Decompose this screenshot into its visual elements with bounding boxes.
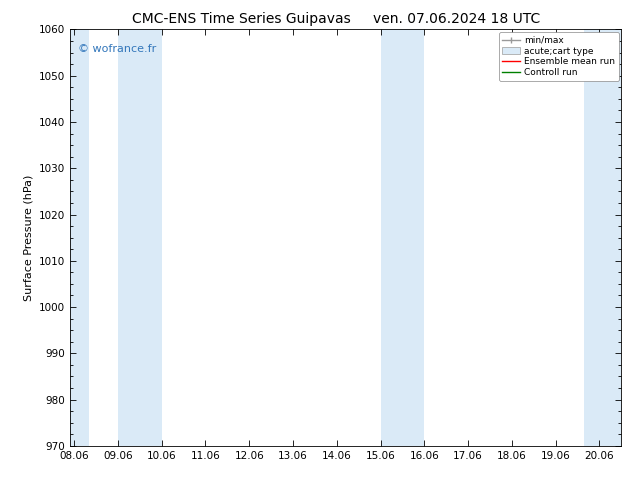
Bar — [118, 29, 162, 446]
Text: ven. 07.06.2024 18 UTC: ven. 07.06.2024 18 UTC — [373, 12, 540, 26]
Bar — [70, 29, 89, 446]
Y-axis label: Surface Pressure (hPa): Surface Pressure (hPa) — [23, 174, 33, 301]
Bar — [584, 29, 621, 446]
Legend: min/max, acute;cart type, Ensemble mean run, Controll run: min/max, acute;cart type, Ensemble mean … — [499, 32, 619, 81]
Text: © wofrance.fr: © wofrance.fr — [78, 44, 156, 54]
Text: CMC-ENS Time Series Guipavas: CMC-ENS Time Series Guipavas — [131, 12, 351, 26]
Bar — [380, 29, 424, 446]
